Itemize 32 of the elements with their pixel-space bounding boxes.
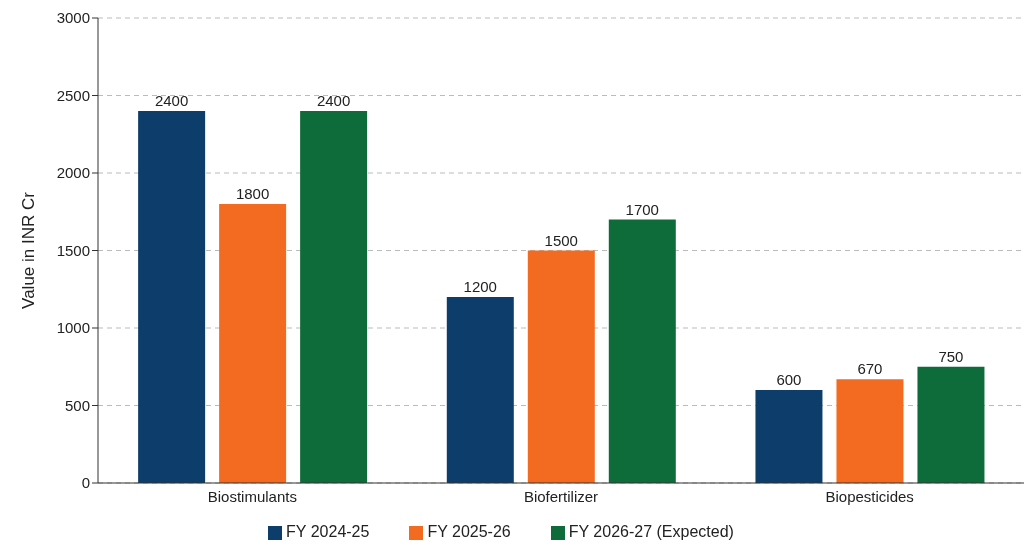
data-label: 600 (776, 371, 802, 388)
x-tick-label: Biofertilizer (523, 487, 599, 505)
legend-label: FY 2024-25 (286, 523, 370, 540)
bar (300, 111, 368, 483)
y-tick-label: 500 (64, 396, 90, 414)
y-tick-label: 2500 (56, 86, 90, 104)
y-tick-label: 1000 (56, 319, 90, 337)
bar (219, 204, 287, 483)
y-tick-label: 0 (81, 474, 90, 492)
legend-label: FY 2026-27 (Expected) (568, 523, 734, 540)
data-label: 670 (857, 360, 883, 378)
y-tick-label: 2000 (56, 164, 90, 182)
bar (138, 111, 206, 483)
bar (527, 250, 595, 483)
y-tick-label: 3000 (56, 9, 90, 27)
data-label: 750 (938, 347, 964, 365)
bar (836, 379, 904, 483)
y-axis-title: Value in INR Cr (19, 191, 39, 309)
data-label: 1500 (544, 231, 578, 249)
data-label: 1700 (625, 200, 659, 218)
data-label: 2400 (316, 92, 351, 109)
bar (446, 297, 514, 483)
bar (755, 390, 823, 483)
bar (608, 219, 676, 483)
y-tick-label: 1500 (56, 241, 90, 259)
x-tick-label: Biopesticides (825, 487, 914, 505)
legend-label: FY 2025-26 (427, 523, 511, 540)
data-label: 1800 (235, 185, 270, 202)
data-label: 1200 (463, 278, 497, 295)
bar (917, 366, 985, 483)
x-tick-label: Biostimulants (207, 487, 297, 505)
data-label: 2400 (154, 92, 189, 109)
